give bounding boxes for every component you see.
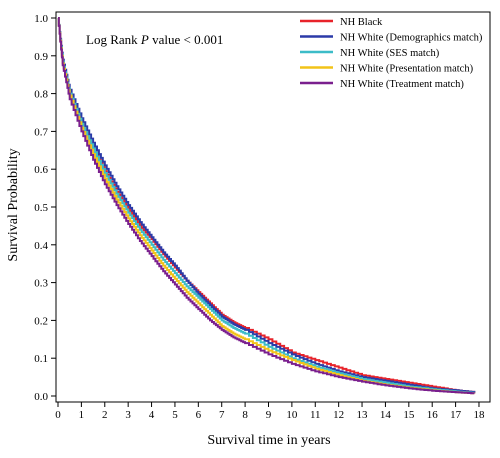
series-line-1 [57, 17, 476, 393]
x-tick-label: 12 [333, 409, 344, 421]
y-axis-title: Survival Probability [6, 148, 21, 261]
x-axis-title: Survival time in years [207, 433, 330, 448]
series-lines [57, 17, 476, 395]
x-axis: 0 1 2 3 4 5 6 7 8 9 10 11 12 13 14 15 16 17 18 [55, 402, 485, 421]
legend: NH Black NH White (Demographics match) NH … [300, 17, 483, 90]
x-tick-label: 10 [286, 409, 298, 421]
legend-label: NH White (SES match) [340, 48, 440, 59]
y-tick-label: 0.4 [34, 240, 48, 252]
x-tick-label: 8 [242, 409, 248, 421]
y-tick-label: 0.6 [34, 164, 48, 176]
x-tick-label: 15 [403, 409, 415, 421]
x-tick-label: 17 [450, 409, 462, 421]
y-axis: 0.0 0.1 0.2 0.3 0.4 0.5 0.6 0.7 0.8 0.9 1.0 [34, 13, 56, 403]
legend-label: NH White (Presentation match) [340, 64, 474, 75]
x-tick-label: 16 [427, 409, 439, 421]
x-tick-label: 7 [219, 409, 225, 421]
x-tick-label: 2 [102, 409, 108, 421]
x-tick-label: 11 [310, 409, 321, 421]
x-tick-label: 3 [125, 409, 131, 421]
x-tick-label: 4 [149, 409, 155, 421]
y-tick-label: 0.7 [34, 126, 48, 138]
legend-label: NH Black [340, 17, 383, 28]
log-rank-annotation: Log Rank P value < 0.001 [86, 32, 223, 47]
series-line-4 [57, 17, 476, 395]
y-tick-label: 0.0 [34, 391, 48, 403]
y-tick-label: 0.5 [34, 202, 48, 214]
y-tick-label: 1.0 [34, 13, 48, 25]
x-tick-label: 14 [380, 409, 392, 421]
y-tick-label: 0.2 [34, 315, 48, 327]
legend-label: NH White (Treatment match) [340, 79, 464, 90]
y-tick-label: 0.3 [34, 278, 48, 290]
x-tick-label: 0 [55, 409, 61, 421]
x-tick-label: 1 [79, 409, 85, 421]
x-tick-label: 9 [266, 409, 272, 421]
y-tick-label: 0.9 [34, 51, 48, 63]
y-tick-label: 0.1 [34, 353, 48, 365]
annotation-p: P [140, 32, 149, 47]
y-tick-label: 0.8 [34, 89, 48, 101]
annotation-suffix: value < 0.001 [149, 32, 223, 47]
x-tick-label: 6 [196, 409, 202, 421]
x-tick-label: 18 [473, 409, 485, 421]
legend-label: NH White (Demographics match) [340, 33, 483, 44]
x-tick-label: 5 [172, 409, 178, 421]
series-line-2 [57, 17, 476, 394]
annotation-prefix: Log Rank [86, 32, 141, 47]
x-tick-label: 13 [357, 409, 369, 421]
